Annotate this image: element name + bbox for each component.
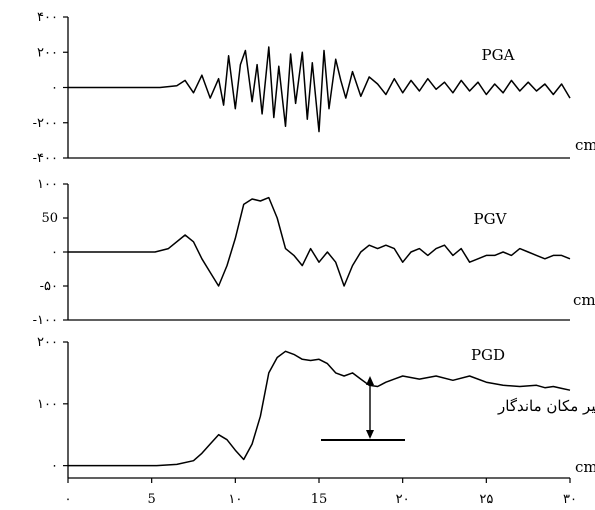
pgd-value-text: جابجایی = ۳۸۱/۲ cm xyxy=(575,458,595,476)
pgv-y-tick-label: -۵۰ xyxy=(40,279,58,294)
pgd-y-tick-label: ۲۰۰ xyxy=(37,335,58,350)
x-tick-label: ۳۰ xyxy=(563,492,577,507)
pgv-y-tick-label: 50 xyxy=(41,211,58,226)
pga-y-tick-label: ۰ xyxy=(51,81,58,96)
pgd-y-tick-label: ۱۰۰ xyxy=(37,397,58,412)
pga-y-tick-label: ۲۰۰ xyxy=(37,45,58,60)
pga-y-tick-label: ۴۰۰ xyxy=(37,10,58,25)
x-tick-label: ۰ xyxy=(65,492,72,507)
pgd-trace-line xyxy=(68,350,571,467)
pgv-panel: ۱۰۰ 50 ۰ -۵۰ -۱۰۰ xyxy=(33,177,571,328)
x-tick-label: ۲۵ xyxy=(479,492,493,507)
pgv-value-text: سرعت =۸۷/۲ cm/s xyxy=(573,291,595,309)
pgv-trace-line xyxy=(68,196,571,287)
pga-y-tick-label: -۲۰۰ xyxy=(33,116,58,131)
pgv-y-tick-label: ۰ xyxy=(51,245,58,260)
x-tick-label: ۲۰ xyxy=(396,492,410,507)
pgd-label: PGD xyxy=(471,346,505,364)
time-axis: ۰ 5 ۱۰ 15 ۲۰ ۲۵ ۳۰ xyxy=(65,478,577,507)
pgv-label: PGV xyxy=(474,210,508,228)
x-tick-label: ۱۰ xyxy=(228,492,242,507)
x-tick-label: 5 xyxy=(148,492,156,507)
pga-trace-line xyxy=(68,46,571,133)
pgv-y-tick-label: -۱۰۰ xyxy=(33,313,58,328)
pgv-y-tick-label: ۱۰۰ xyxy=(37,177,58,192)
pga-panel: ۴۰۰ ۲۰۰ ۰ -۲۰۰ -۴۰۰ xyxy=(33,10,571,166)
pga-value-text: شتاب =۲۲۵/۹ cm/s² xyxy=(575,136,595,154)
residual-arrow xyxy=(321,376,405,441)
residual-displacement-annotation: تغییر مکان ماندگار xyxy=(497,397,595,415)
pga-y-tick-label: -۴۰۰ xyxy=(33,151,58,166)
x-tick-label: 15 xyxy=(311,492,328,507)
pgd-y-tick-label: ۰ xyxy=(51,459,58,474)
pga-label: PGA xyxy=(482,46,515,64)
